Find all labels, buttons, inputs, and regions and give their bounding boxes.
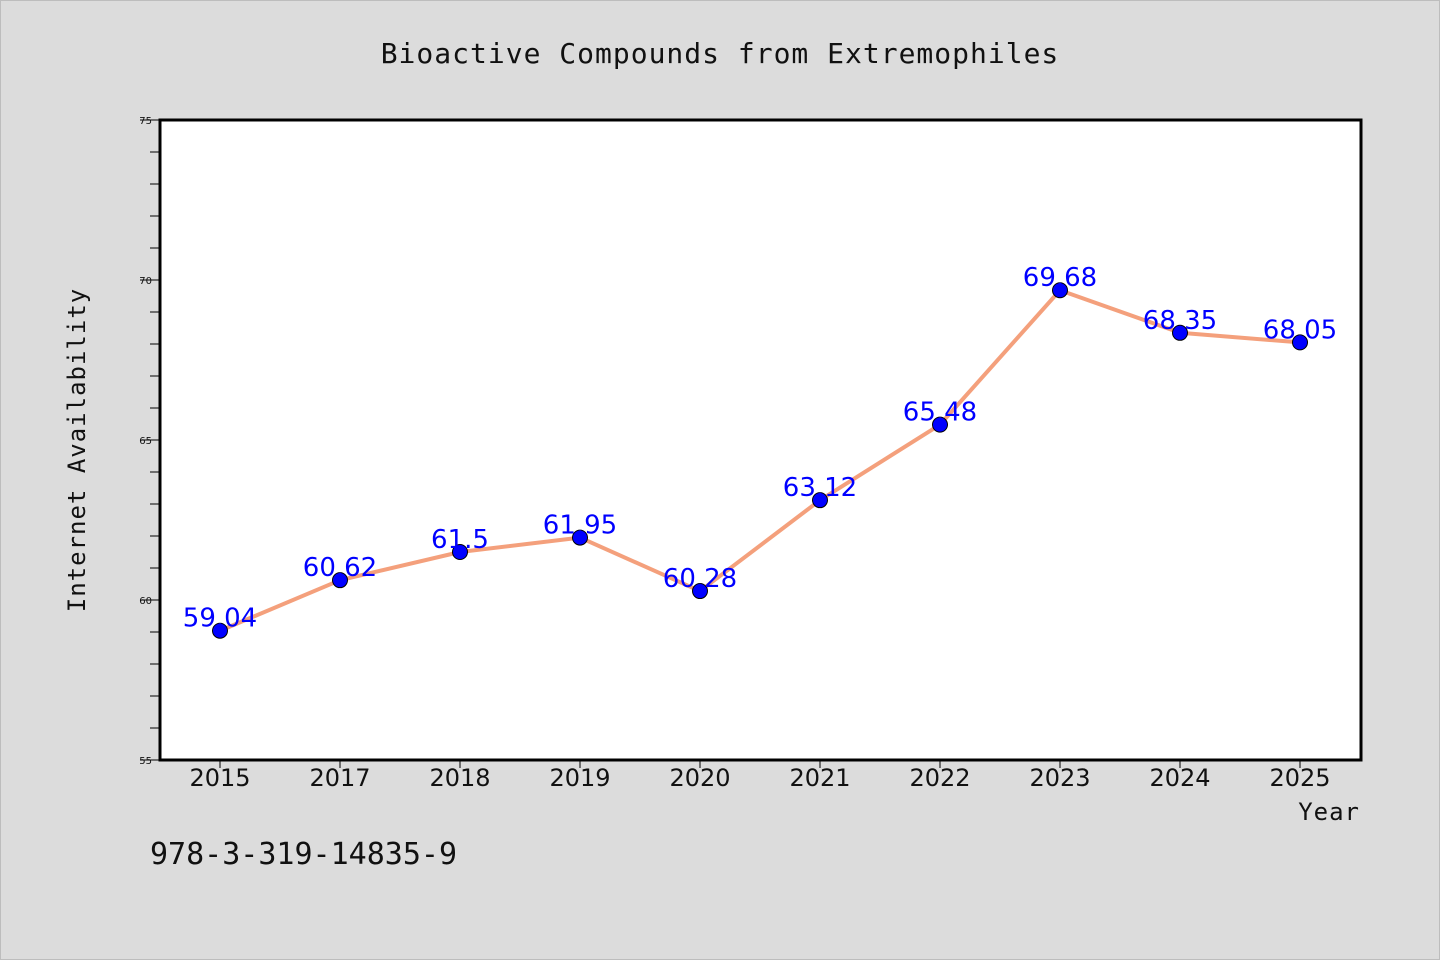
data-label: 61.95: [543, 511, 617, 541]
data-label: 60.28: [663, 564, 737, 594]
data-point: [692, 583, 708, 600]
data-point: [1292, 334, 1308, 351]
data-point: [1052, 282, 1068, 299]
y-tick-label: 75: [139, 116, 152, 127]
data-label: 63.12: [783, 473, 857, 503]
y-axis-label: Internet Availability: [63, 288, 91, 612]
data-point: [932, 416, 948, 433]
data-point: [572, 529, 588, 546]
x-axis: 2015 2017 2018 2019 2020 2021 2022 2023 2024 2025: [189, 760, 1331, 792]
data-point: [212, 622, 228, 639]
data-point: [332, 572, 348, 589]
data-point: [452, 544, 468, 560]
data-label: 68.35: [1143, 306, 1217, 336]
data-point: [1172, 324, 1188, 341]
x-tick-label: 2023: [1029, 764, 1090, 792]
x-axis-label: Year: [1298, 798, 1360, 826]
x-tick-label: 2025: [1269, 764, 1330, 792]
series-line: [219, 288, 1301, 633]
y-tick-label: 65: [139, 436, 152, 447]
x-tick-label: 2022: [909, 764, 970, 792]
series-markers: [212, 282, 1308, 639]
plot-area: [158, 118, 1363, 762]
data-labels: 59.04 60.62 61.5 61.95 60.28 63.12 65.48 69.68 6…: [183, 263, 1337, 633]
x-tick-label: 2015: [189, 764, 250, 792]
data-label: 59.04: [183, 604, 257, 634]
data-label: 61.5: [431, 525, 489, 555]
data-label: 65.48: [903, 398, 977, 428]
y-tick-label: 70: [139, 276, 152, 287]
x-tick-label: 2019: [549, 764, 610, 792]
chart-title: Bioactive Compounds from Extremophiles: [381, 37, 1060, 70]
y-tick-label: 55: [139, 756, 152, 767]
data-label: 60.62: [303, 553, 377, 583]
x-tick-label: 2017: [309, 764, 370, 792]
isbn-footnote: 978-3-319-14835-9: [150, 837, 457, 872]
x-tick-label: 2024: [1149, 764, 1210, 792]
y-axis: 55 60 65 70 75: [139, 116, 160, 767]
data-label: 69.68: [1023, 263, 1097, 293]
y-tick-label: 60: [139, 596, 152, 607]
x-tick-label: 2018: [429, 764, 490, 792]
data-label: 68.05: [1263, 315, 1337, 345]
x-tick-label: 2020: [669, 764, 730, 792]
data-point: [812, 492, 828, 509]
x-tick-label: 2021: [789, 764, 850, 792]
